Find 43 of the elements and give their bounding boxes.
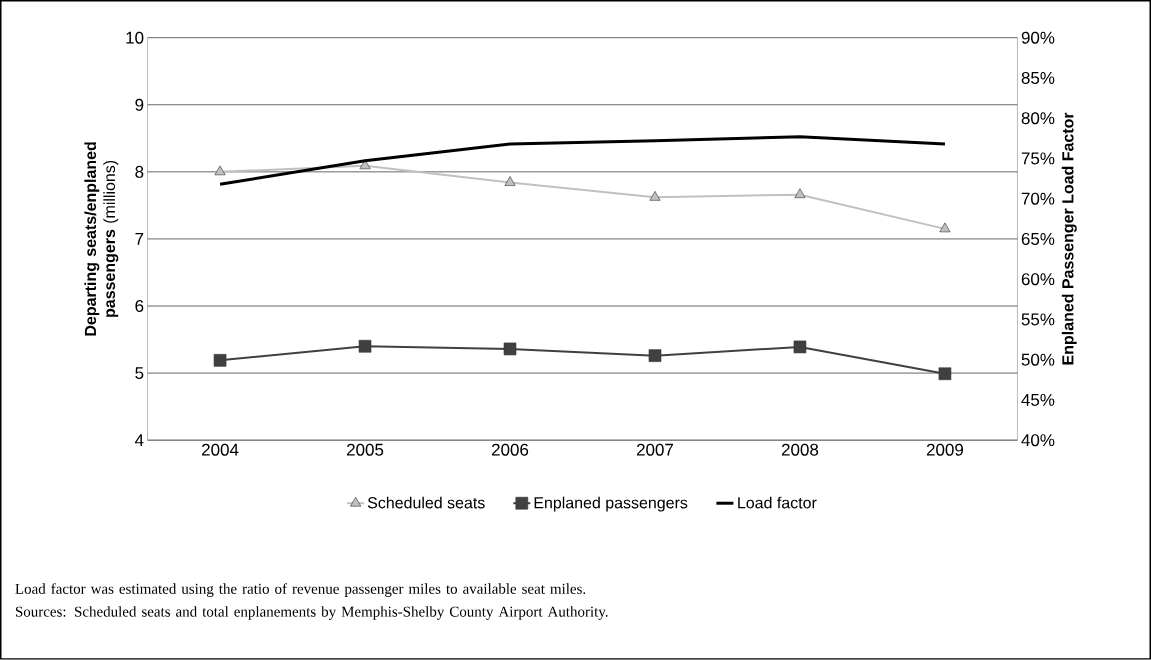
source-note: Sources: Scheduled seats and total enplanements by Memphis-Shelby County Airport Authority. [15,606,608,620]
y2-tick-label: 40% [1021,434,1055,447]
x-tick-label: 2005 [347,443,384,456]
y-tick-label: 8 [135,166,144,179]
legend-label: Scheduled seats [367,496,485,509]
y2-tick-label: 45% [1021,394,1055,407]
point [504,176,516,187]
x-tick-label: 2008 [781,443,819,456]
point [793,340,807,354]
point [939,222,951,233]
y2-tick-label: 80% [1021,112,1055,125]
x-tick-label: 2004 [202,443,239,456]
y-tick-label: 4 [134,434,144,447]
point [503,342,517,356]
y-tick-label: 6 [135,300,144,313]
point [214,165,226,176]
text: Load factor was estimated using the ratio of revenue passenger miles to available seat miles. [15,583,586,598]
y-tick-label: 5 [135,367,144,380]
point [794,188,806,199]
y2-tick-label: 50% [1021,353,1055,366]
point [938,367,952,381]
y2-tick-label: 75% [1021,152,1055,165]
point [648,349,662,363]
point [213,354,227,367]
y2-tick-label: 70% [1021,192,1055,205]
line-series [218,135,947,186]
y-tick-label: 10 [126,31,144,44]
y2-tick-label: 65% [1021,233,1055,246]
y-tick-label: 9 [135,98,144,111]
y2-tick-label: 90% [1021,31,1055,44]
y2-tick-label: 85% [1021,72,1055,85]
legend-label: Enplaned passengers [534,496,688,512]
x-tick-label: 2009 [926,443,964,456]
y2-tick-label: 60% [1021,273,1055,286]
point [649,191,661,201]
x-tick-label: 2006 [491,443,529,456]
legend-label: Load factor [738,496,817,509]
point [358,340,372,353]
y2-tick-label: 55% [1021,313,1055,326]
y-tick-label: 7 [135,233,144,245]
point [359,159,371,170]
x-tick-label: 2007 [636,443,673,456]
y2-axis-title: Enplaned Passenger Load Factor [1061,112,1077,365]
